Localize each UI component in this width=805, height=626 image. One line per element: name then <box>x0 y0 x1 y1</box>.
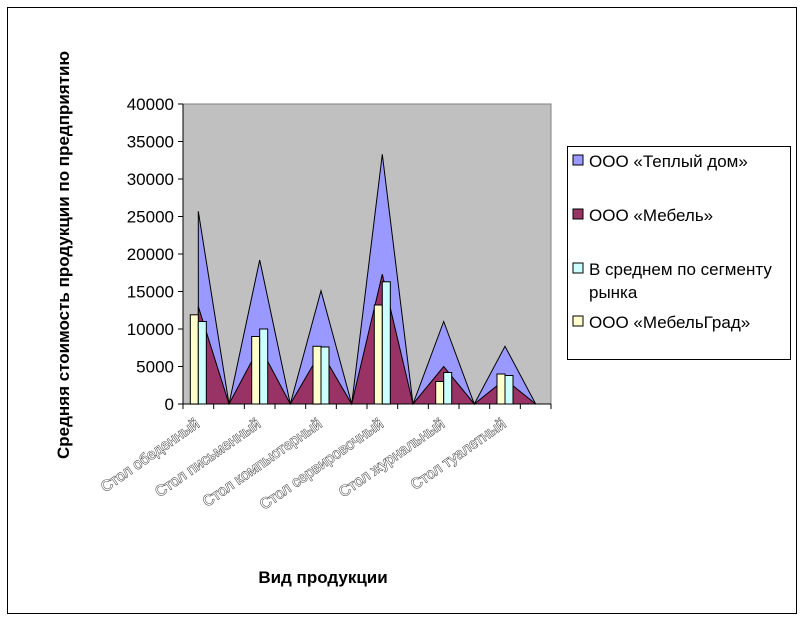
bar-s2-5 <box>504 375 514 405</box>
legend-label-1: ООО «Мебель» <box>589 206 713 225</box>
legend-label-0: ООО «Теплый дом» <box>589 152 748 171</box>
y-tick-label: 10000 <box>127 320 174 339</box>
axes-layer <box>178 103 552 409</box>
legend: ООО «Теплый дом» ООО «Мебель» В среднем по… <box>567 146 791 360</box>
y-tick-label: 15000 <box>127 283 174 302</box>
legend-swatch-3 <box>572 315 584 327</box>
bar-s3-3 <box>373 304 383 405</box>
bar-s2-3 <box>381 281 391 405</box>
legend-swatch-0 <box>572 154 584 166</box>
bar-s3-5 <box>496 373 506 405</box>
y-tick-label: 25000 <box>127 208 174 227</box>
legend-label-2: В среднем по сегменту <box>589 260 772 279</box>
bar-s3-2 <box>312 345 322 405</box>
bar-s3-1 <box>251 336 261 405</box>
bar-s3-4 <box>435 381 445 405</box>
y-tick-label: 20000 <box>127 245 174 264</box>
x-axis-title: Вид продукции <box>258 568 387 587</box>
y-tick-label: 0 <box>165 395 174 414</box>
y-tick-label: 5000 <box>136 358 174 377</box>
bar-s2-2 <box>320 346 330 405</box>
y-tick-label: 30000 <box>127 170 174 189</box>
y-tick-label: 40000 <box>127 95 174 114</box>
legend-swatch-1 <box>572 208 584 220</box>
legend-label-2: рынка <box>589 283 638 302</box>
bar-s2-1 <box>259 328 269 405</box>
legend-box <box>567 146 791 360</box>
y-ticks: 0 5000 10000 15000 20000 25000 30000 35000 40000 <box>127 95 174 414</box>
bars-layer <box>189 281 514 405</box>
y-axis-title: Средняя стоимость продукции по предприят… <box>54 51 73 459</box>
y-tick-label: 35000 <box>127 133 174 152</box>
legend-swatch-2 <box>572 262 584 274</box>
bar-s3-0 <box>189 314 199 405</box>
bar-s2-0 <box>197 321 207 405</box>
bar-s2-4 <box>443 372 453 405</box>
legend-label-3: ООО «МебельГрад» <box>589 313 750 332</box>
